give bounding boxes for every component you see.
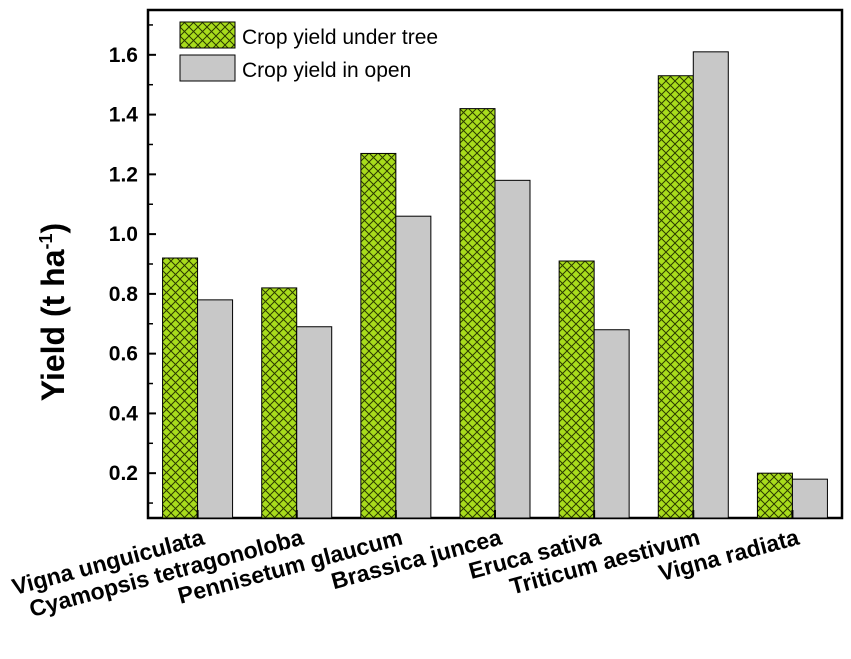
- bar-in-open: [395, 215, 432, 519]
- bar-in-open: [197, 299, 234, 519]
- bar-under-tree: [558, 260, 595, 519]
- y-axis: 0.2 0.4 0.6 0.8 1.0 1.2 1.4 1.6: [109, 24, 156, 504]
- bar-under-tree: [657, 75, 694, 519]
- y-tick-label: 1.0: [109, 223, 138, 246]
- bar-under-tree: [162, 257, 199, 519]
- bar-under-tree: [756, 472, 793, 519]
- y-axis-title: Yield (t ha-1): [35, 223, 71, 401]
- bar-in-open: [494, 179, 531, 519]
- bar-under-tree: [459, 108, 496, 519]
- legend: Crop yield under tree Crop yield in open: [179, 21, 438, 82]
- y-tick-label: 0.2: [109, 462, 138, 485]
- bar-in-open: [593, 329, 630, 519]
- y-tick-label: 1.2: [109, 163, 138, 186]
- y-tick-label: 0.8: [109, 283, 139, 306]
- bar-in-open: [791, 478, 828, 519]
- bar-under-tree: [360, 152, 397, 519]
- legend-label-under-tree: Crop yield under tree: [242, 26, 438, 49]
- legend-swatch-in-open: [179, 54, 236, 82]
- legend-label-in-open: Crop yield in open: [242, 59, 411, 82]
- y-tick-label: 1.4: [109, 104, 139, 127]
- y-tick-label: 1.6: [109, 44, 138, 67]
- legend-swatch-under-tree: [179, 21, 236, 49]
- y-tick-label: 0.4: [109, 402, 139, 425]
- bar-in-open: [692, 51, 729, 519]
- bar-in-open: [296, 326, 333, 519]
- y-tick-label: 0.6: [109, 343, 138, 366]
- bar-under-tree: [261, 287, 298, 519]
- bars-group: [162, 51, 828, 519]
